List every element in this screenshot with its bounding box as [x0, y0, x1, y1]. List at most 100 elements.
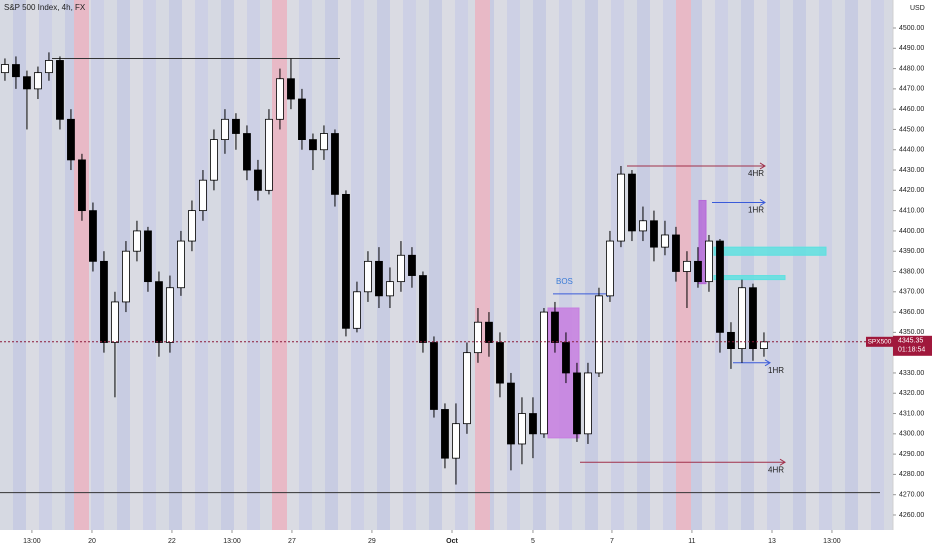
session-band: [533, 0, 546, 530]
candle-body: [364, 260, 372, 293]
candle-body: [716, 240, 724, 333]
candle-body: [144, 230, 152, 283]
y-tick-label: 4280.00: [899, 471, 924, 478]
x-tick-label: 13:00: [23, 538, 41, 545]
candle-body: [78, 159, 86, 212]
session-band: [494, 0, 507, 530]
session-band: [845, 0, 858, 530]
y-tick-label: 4490.00: [899, 45, 924, 52]
candle-body: [419, 275, 427, 343]
session-band: [546, 0, 559, 530]
chart-title: S&P 500 Index, 4h, FX: [4, 3, 86, 12]
level-label: 1HR: [768, 366, 784, 375]
candle-body: [573, 372, 581, 435]
candle-body: [408, 254, 416, 276]
session-band: [650, 0, 663, 530]
y-tick-label: 4500.00: [899, 25, 924, 32]
candle-body: [430, 342, 438, 410]
session-band: [91, 0, 104, 530]
session-band: [260, 0, 273, 530]
candle-body: [551, 311, 559, 343]
candle-body: [650, 220, 658, 248]
session-band: [377, 0, 390, 530]
level-label: BOS: [556, 277, 573, 286]
session-band: [0, 0, 13, 530]
session-band: [156, 0, 169, 530]
session-band: [858, 0, 871, 530]
candle-body: [1, 64, 9, 74]
session-band: [780, 0, 793, 530]
session-band: [754, 0, 767, 530]
candle-body: [518, 413, 526, 445]
candle-body: [628, 173, 636, 232]
candle-body: [639, 220, 647, 232]
candle-body: [232, 118, 240, 134]
candle-body: [177, 240, 185, 289]
session-band: [429, 0, 442, 530]
level-label: 4HR: [748, 169, 764, 178]
last-price-label: 4345.35: [898, 338, 923, 345]
y-tick-label: 4350.00: [899, 329, 924, 336]
session-band: [52, 0, 65, 530]
x-tick-label: 11: [688, 538, 695, 545]
session-band: [559, 0, 572, 530]
y-tick-label: 4470.00: [899, 86, 924, 93]
candle-body: [67, 118, 75, 161]
candle-body: [397, 254, 405, 283]
x-tick-label: 13:00: [223, 538, 241, 545]
level-arrow: [764, 359, 771, 367]
level-label: 4HR: [768, 465, 784, 474]
y-tick-label: 4310.00: [899, 410, 924, 417]
x-tick-label: 29: [368, 538, 376, 545]
session-band: [390, 0, 403, 530]
candle-body: [474, 321, 482, 354]
session-band: [325, 0, 338, 530]
candle-body: [617, 173, 625, 242]
candle-body: [452, 423, 460, 459]
candle-body: [320, 133, 328, 151]
session-band: [221, 0, 234, 530]
price-tag: [893, 335, 932, 356]
session-band: [819, 0, 832, 530]
session-band: [832, 0, 845, 530]
y-tick-label: 4380.00: [899, 268, 924, 275]
zone: [713, 246, 827, 256]
y-tick-label: 4370.00: [899, 289, 924, 296]
session-band: [26, 0, 39, 530]
session-band: [247, 0, 260, 530]
y-tick-label: 4420.00: [899, 187, 924, 194]
session-band-pink: [272, 0, 287, 530]
y-tick-label: 4410.00: [899, 207, 924, 214]
zone: [713, 275, 786, 281]
candle-body: [441, 409, 449, 459]
candle-body: [672, 234, 680, 272]
symbol-tag: [866, 336, 893, 347]
y-tick-label: 4270.00: [899, 492, 924, 499]
candle-body: [122, 250, 130, 303]
y-tick-label: 4430.00: [899, 167, 924, 174]
candle-body: [155, 281, 163, 343]
candle-body: [23, 76, 31, 90]
session-band: [598, 0, 611, 530]
candle-body: [584, 372, 592, 435]
candle-body: [463, 352, 471, 425]
y-tick-label: 4440.00: [899, 147, 924, 154]
candle-body: [111, 301, 119, 343]
session-band: [195, 0, 208, 530]
session-band: [416, 0, 429, 530]
level-arrow: [759, 199, 766, 206]
y-tick-label: 4460.00: [899, 106, 924, 113]
session-band: [39, 0, 52, 530]
candle-body: [342, 193, 350, 329]
candle-body: [595, 295, 603, 374]
session-band: [572, 0, 585, 530]
level-label: 1HR: [748, 206, 764, 215]
y-tick-label: 4360.00: [899, 309, 924, 316]
candle-body: [276, 78, 284, 120]
price-axis: [893, 0, 932, 550]
candle-body: [760, 341, 768, 349]
candle-body: [694, 260, 702, 283]
session-band: [169, 0, 182, 530]
candle-body: [166, 287, 174, 343]
